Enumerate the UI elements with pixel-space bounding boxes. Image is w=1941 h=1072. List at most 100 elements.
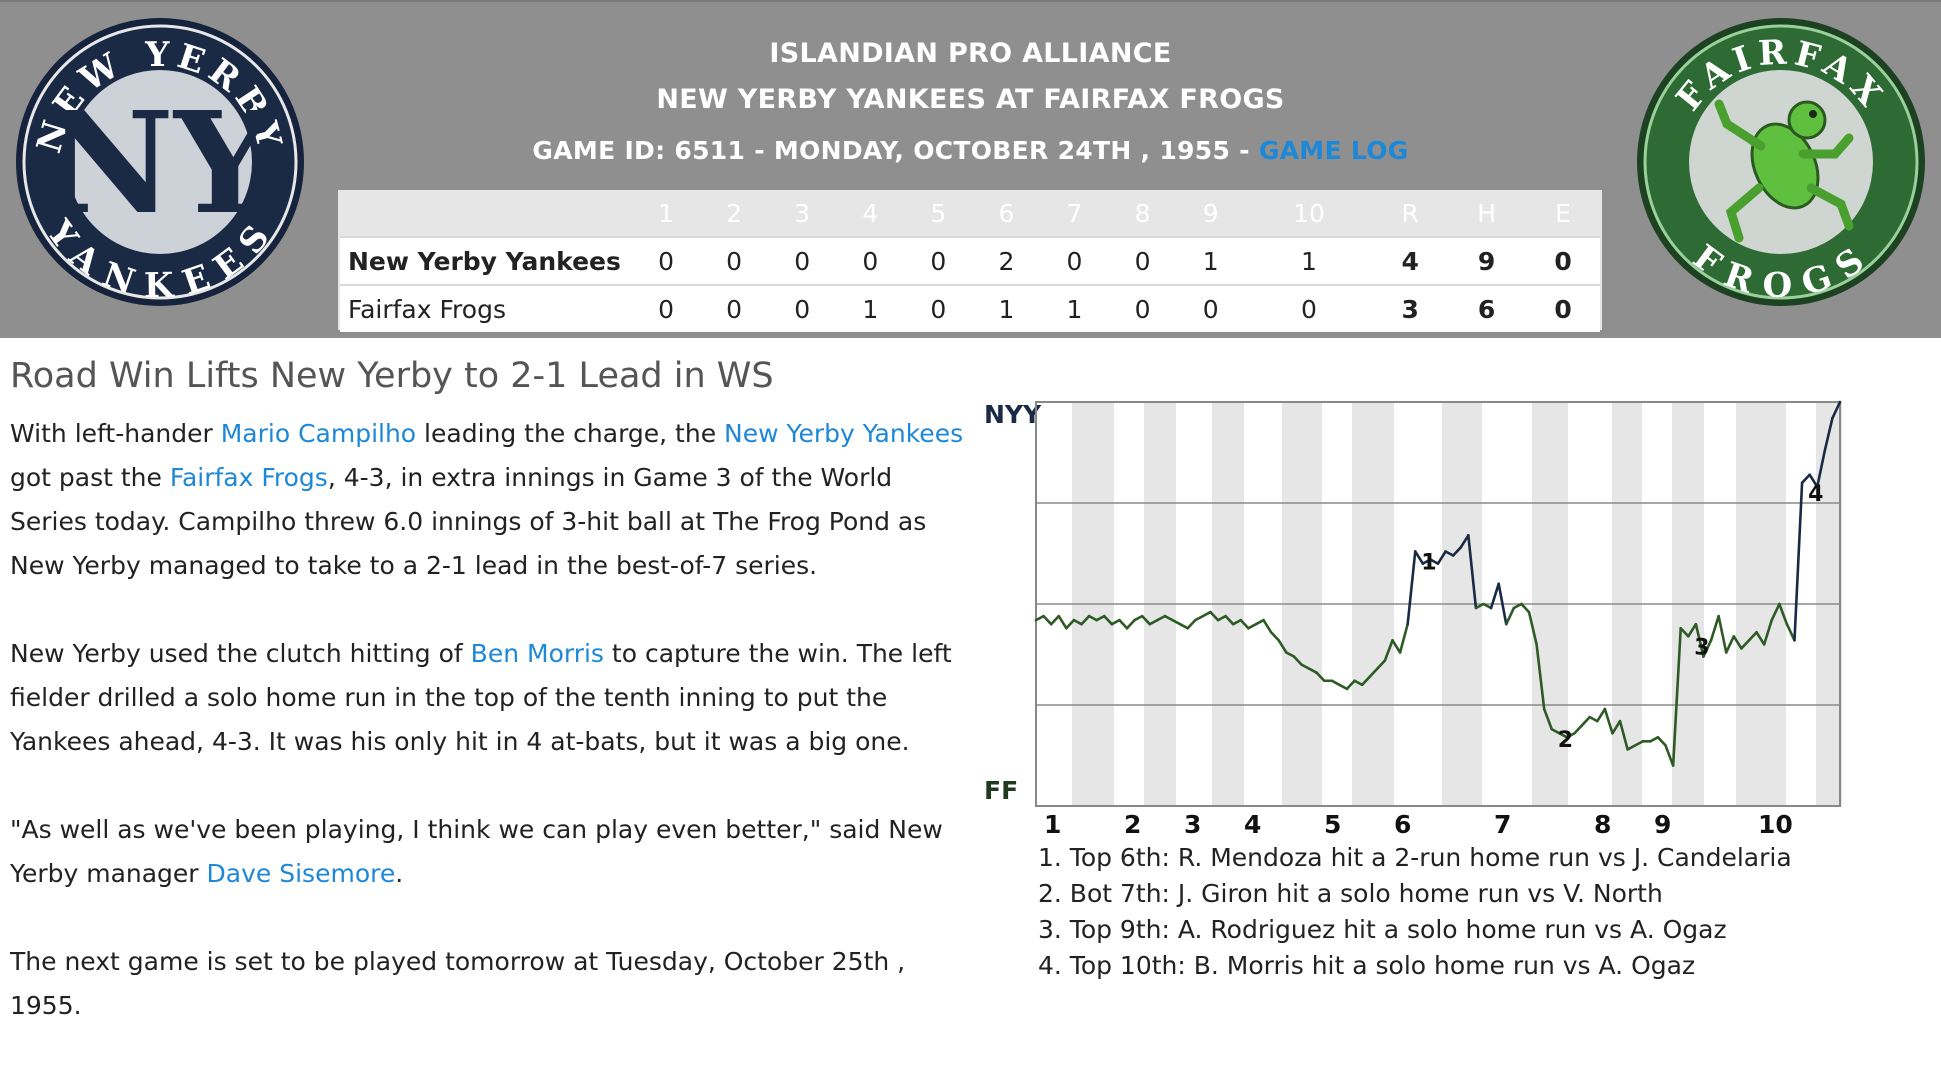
chart-series-segment xyxy=(1315,671,1326,683)
linescore-cell: 6 xyxy=(1447,284,1527,332)
chart-series-segment xyxy=(1080,614,1091,626)
team-link-fairfax-frogs[interactable]: Fairfax Frogs xyxy=(169,463,328,492)
chart-series-segment xyxy=(1633,740,1645,747)
game-log-link[interactable]: GAME LOG xyxy=(1258,136,1409,165)
p1-text-3: got past the xyxy=(10,463,170,492)
chart-note: 2. Bot 7th: J. Giron hit a solo home run… xyxy=(1038,879,1663,908)
chart-series-segment xyxy=(1588,715,1599,723)
chart-series-segment xyxy=(1755,630,1766,646)
chart-series-segment xyxy=(1732,635,1743,650)
chart-series-segment xyxy=(1118,618,1129,630)
chart-series-segment xyxy=(1762,618,1774,646)
chart-series-segment xyxy=(1391,639,1402,654)
chart-series-segment xyxy=(1345,679,1356,691)
player-link-mario-campilho[interactable]: Mario Campilho xyxy=(220,419,417,448)
linescore-cell: 0 xyxy=(768,236,837,285)
chart-series-segment xyxy=(1042,614,1053,626)
linescore-row: New Yerby Yankees 0 0 0 0 0 2 0 0 1 1 4 9 0 xyxy=(340,236,1600,285)
chart-series-segment xyxy=(1201,610,1212,618)
chart-series-segment xyxy=(1520,602,1531,614)
chart-series-segment xyxy=(1747,630,1758,642)
linescore-col-4: 4 xyxy=(862,198,879,228)
chart-series-segment xyxy=(1785,622,1796,642)
linescore-cell: 0 xyxy=(1040,236,1109,285)
chart-series-segment xyxy=(1611,719,1622,735)
chart-series-segment xyxy=(1444,550,1455,557)
chart-series-segment xyxy=(1087,614,1098,622)
linescore-cell: 0 xyxy=(904,284,973,332)
matchup-title: NEW YERBY YANKEES AT FAIRFAX FROGS xyxy=(656,84,1285,115)
chart-series-segment xyxy=(1049,614,1061,626)
linescore-col-10: 10 xyxy=(1293,198,1325,228)
manager-link-dave-sisemore[interactable]: Dave Sisemore xyxy=(206,859,396,888)
chart-series-segment xyxy=(1353,679,1364,687)
chart-note: 1. Top 6th: R. Mendoza hit a 2-run home … xyxy=(1038,843,1792,872)
chart-x-label: 8 xyxy=(1594,810,1612,839)
linescore-col-6: 6 xyxy=(998,198,1015,228)
chart-series-segment xyxy=(1649,736,1660,743)
chart-bottom-label: FF xyxy=(984,776,1019,805)
yankees-logo-icon[interactable]: NEW YERBY YANKEES NY xyxy=(14,16,306,308)
p2-text-2: to capture the win. The left fielder dri… xyxy=(10,639,952,756)
chart-series-segment xyxy=(1656,736,1667,747)
linescore-cell: 0 xyxy=(700,284,769,332)
chart-series-segment xyxy=(1603,707,1614,735)
chart-series-segment xyxy=(1618,719,1629,751)
linescore-row: Fairfax Frogs 0 0 0 1 0 1 1 0 0 0 3 6 0 xyxy=(340,284,1600,332)
player-link-ben-morris[interactable]: Ben Morris xyxy=(470,639,604,668)
chart-series-segment xyxy=(1474,602,1485,610)
chart-series-segment xyxy=(1171,618,1182,626)
chart-x-label: 9 xyxy=(1654,810,1672,839)
p1-text-2: leading the charge, the xyxy=(416,419,725,448)
chart-annotation-4: 4 xyxy=(1808,482,1823,507)
p1-text-1: With left-hander xyxy=(10,419,221,448)
p2-text-1: New Yerby used the clutch hitting of xyxy=(10,639,471,668)
linescore-col-9: 9 xyxy=(1202,198,1219,228)
article-body: With left-hander Mario Campilho leading … xyxy=(10,412,970,1072)
linescore-cell: 3 xyxy=(1373,284,1448,332)
linescore-cell: 0 xyxy=(904,236,973,285)
chart-annotation-2: 2 xyxy=(1558,728,1573,753)
linescore-cell: 1 xyxy=(972,284,1041,332)
game-info-text: GAME ID: 6511 - MONDAY, OCTOBER 24TH , 1… xyxy=(532,136,1259,165)
linescore-col-3: 3 xyxy=(794,198,811,228)
chart-series-segment xyxy=(1778,602,1789,626)
article-paragraph-3: "As well as we've been playing, I think … xyxy=(10,808,970,896)
linescore-col-7: 7 xyxy=(1066,198,1083,228)
chart-x-label: 1 xyxy=(1044,810,1062,839)
chart-series-segment xyxy=(1558,731,1569,739)
linescore-col-5: 5 xyxy=(930,198,947,228)
chart-x-label: 10 xyxy=(1758,810,1793,839)
chart-series-segment xyxy=(1330,679,1341,687)
linescore-col-H: H xyxy=(1477,198,1496,228)
chart-series-segment xyxy=(1360,675,1372,687)
chart-series-segment xyxy=(1269,630,1281,642)
linescore-table: 1 2 3 4 5 6 7 8 9 10 R H E New Yerby Yankees 0 0 0 0 0 2 0 0… xyxy=(340,190,1600,332)
linescore-col-R: R xyxy=(1401,198,1419,228)
p3-text-2: . xyxy=(395,859,404,888)
chart-series-segment xyxy=(1186,618,1197,630)
chart-series-segment xyxy=(1140,614,1152,626)
chart-series-segment xyxy=(1702,639,1713,658)
chart-x-label: 3 xyxy=(1184,810,1202,839)
team-link-new-yerby-yankees[interactable]: New Yerby Yankees xyxy=(724,419,964,448)
svg-text:NY: NY xyxy=(46,82,276,246)
linescore-cell: 0 xyxy=(1526,284,1600,332)
chart-series-segment xyxy=(1156,614,1167,622)
linescore-team-name: Fairfax Frogs xyxy=(340,284,632,332)
chart-x-label: 5 xyxy=(1324,810,1342,839)
frog-logo-icon[interactable]: FAIRFAX FROGS xyxy=(1635,16,1927,308)
chart-annotation-1: 1 xyxy=(1421,550,1436,575)
linescore-cell: 1 xyxy=(1244,236,1374,285)
chart-series-segment xyxy=(1110,618,1121,626)
chart-series-segment xyxy=(1815,449,1827,489)
chart-series-segment xyxy=(1239,618,1250,630)
chart-series-segment xyxy=(1535,643,1546,711)
chart-x-label: 4 xyxy=(1244,810,1262,839)
chart-series-segment xyxy=(1831,400,1842,420)
league-name: ISLANDIAN PRO ALLIANCE xyxy=(769,38,1172,69)
chart-series-segment xyxy=(1527,610,1538,646)
linescore-team-header xyxy=(340,190,632,237)
chart-series-segment xyxy=(1307,667,1318,674)
article-paragraph-4: The next game is set to be played tomorr… xyxy=(10,947,906,1020)
